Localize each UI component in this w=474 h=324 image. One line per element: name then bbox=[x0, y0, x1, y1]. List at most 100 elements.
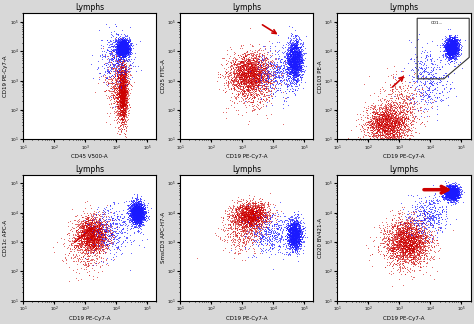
Point bbox=[117, 39, 124, 44]
Point bbox=[110, 218, 118, 223]
Point bbox=[391, 123, 399, 128]
Point bbox=[448, 187, 456, 192]
Point bbox=[115, 42, 123, 47]
Point bbox=[449, 194, 456, 199]
Point bbox=[292, 226, 300, 232]
Point bbox=[379, 137, 386, 142]
Point bbox=[115, 235, 123, 240]
Point bbox=[97, 236, 105, 241]
Point bbox=[99, 243, 107, 248]
Point bbox=[236, 65, 244, 70]
Point bbox=[134, 210, 142, 215]
Point bbox=[85, 225, 92, 230]
Point bbox=[423, 75, 430, 80]
Point bbox=[286, 225, 294, 230]
Point bbox=[404, 237, 412, 242]
Point bbox=[397, 236, 404, 241]
Point bbox=[85, 240, 92, 245]
Point bbox=[435, 197, 443, 202]
Point bbox=[115, 62, 123, 67]
Point bbox=[265, 237, 273, 242]
Point bbox=[137, 213, 145, 218]
Point bbox=[376, 119, 384, 124]
Point bbox=[132, 209, 139, 214]
Point bbox=[378, 136, 385, 141]
Point bbox=[291, 223, 298, 228]
Point bbox=[392, 115, 400, 121]
Point bbox=[121, 102, 128, 107]
Point bbox=[294, 48, 301, 53]
Point bbox=[252, 68, 260, 73]
Point bbox=[272, 62, 279, 67]
Point bbox=[449, 188, 456, 193]
Point bbox=[413, 77, 421, 82]
Point bbox=[108, 232, 115, 237]
Point bbox=[448, 44, 456, 50]
Point bbox=[415, 225, 423, 230]
Point bbox=[118, 219, 126, 224]
Point bbox=[290, 38, 298, 43]
Point bbox=[292, 63, 300, 68]
Point bbox=[446, 51, 453, 56]
Point bbox=[443, 48, 451, 53]
Point bbox=[115, 47, 122, 52]
Point bbox=[294, 51, 302, 56]
Point bbox=[118, 43, 125, 49]
Point bbox=[289, 68, 296, 73]
Point bbox=[120, 46, 128, 51]
Point bbox=[289, 217, 297, 222]
Point bbox=[426, 54, 433, 59]
Point bbox=[451, 56, 458, 61]
Point bbox=[452, 182, 459, 188]
Point bbox=[120, 79, 128, 84]
Point bbox=[120, 71, 128, 76]
Point bbox=[243, 217, 251, 223]
Point bbox=[408, 246, 415, 251]
Point bbox=[266, 214, 273, 219]
Point bbox=[125, 42, 132, 48]
Point bbox=[447, 41, 454, 46]
Point bbox=[296, 59, 304, 64]
Point bbox=[452, 53, 460, 58]
Point bbox=[297, 52, 304, 57]
Point bbox=[122, 85, 130, 90]
Point bbox=[426, 74, 434, 79]
Point bbox=[118, 98, 126, 103]
Point bbox=[133, 213, 140, 218]
Point bbox=[289, 232, 297, 237]
Point bbox=[295, 243, 303, 248]
Point bbox=[263, 80, 270, 86]
Point bbox=[99, 247, 107, 252]
Point bbox=[394, 122, 402, 127]
Point bbox=[292, 232, 299, 237]
Point bbox=[232, 219, 239, 224]
Point bbox=[295, 234, 303, 239]
Point bbox=[447, 193, 455, 198]
Point bbox=[237, 211, 245, 216]
Point bbox=[127, 200, 135, 205]
Point bbox=[132, 210, 139, 215]
Point bbox=[262, 212, 269, 217]
Point bbox=[118, 46, 125, 51]
Point bbox=[446, 185, 454, 190]
Point bbox=[402, 234, 410, 239]
Point bbox=[396, 250, 404, 255]
Point bbox=[82, 216, 90, 222]
Point bbox=[406, 246, 413, 251]
Point bbox=[94, 245, 102, 250]
Point bbox=[404, 232, 412, 237]
Point bbox=[398, 234, 405, 239]
Point bbox=[289, 54, 297, 59]
Point bbox=[446, 188, 453, 193]
Point bbox=[413, 213, 420, 218]
Point bbox=[119, 47, 127, 52]
Point bbox=[136, 202, 143, 207]
Point bbox=[119, 55, 127, 60]
Point bbox=[230, 214, 238, 220]
Point bbox=[95, 243, 103, 249]
Point bbox=[417, 111, 424, 116]
Point bbox=[231, 226, 238, 231]
Point bbox=[99, 238, 106, 243]
Point bbox=[132, 205, 140, 210]
Point bbox=[392, 262, 400, 267]
